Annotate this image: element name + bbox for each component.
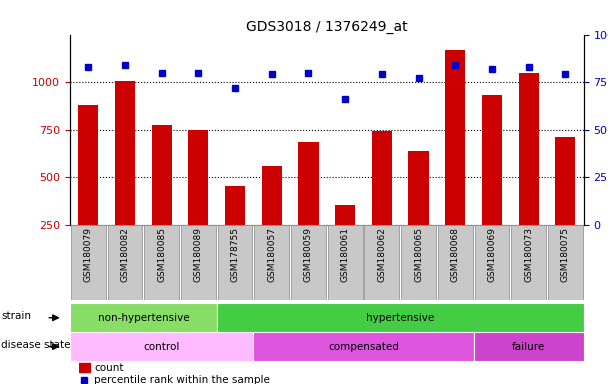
Text: disease state: disease state <box>1 340 71 350</box>
Text: GSM180062: GSM180062 <box>378 227 386 282</box>
Bar <box>254 332 474 361</box>
Text: percentile rank within the sample: percentile rank within the sample <box>94 374 270 384</box>
Text: hypertensive: hypertensive <box>366 313 434 323</box>
Bar <box>181 225 216 300</box>
Text: non-hypertensive: non-hypertensive <box>97 313 189 323</box>
Text: control: control <box>143 341 180 352</box>
Text: compensated: compensated <box>328 341 399 352</box>
Bar <box>70 332 254 361</box>
Bar <box>548 225 582 300</box>
Bar <box>144 225 179 300</box>
Text: GSM180089: GSM180089 <box>194 227 203 282</box>
Bar <box>555 137 575 272</box>
Bar <box>218 225 252 300</box>
Text: GSM180075: GSM180075 <box>561 227 570 282</box>
Title: GDS3018 / 1376249_at: GDS3018 / 1376249_at <box>246 20 407 33</box>
Bar <box>261 166 282 272</box>
Text: GSM180065: GSM180065 <box>414 227 423 282</box>
Bar <box>438 225 472 300</box>
Bar <box>328 225 362 300</box>
Bar <box>108 225 142 300</box>
Bar <box>299 142 319 272</box>
Bar <box>70 303 216 332</box>
Text: GSM180069: GSM180069 <box>488 227 497 282</box>
Bar <box>474 225 510 300</box>
Text: GSM178755: GSM178755 <box>230 227 240 282</box>
Bar <box>482 95 502 272</box>
Bar <box>474 332 584 361</box>
Bar <box>225 186 245 272</box>
Bar <box>445 50 465 272</box>
Text: GSM180059: GSM180059 <box>304 227 313 282</box>
Bar <box>115 81 135 272</box>
Bar <box>511 225 546 300</box>
Bar <box>291 225 326 300</box>
Bar <box>409 151 429 272</box>
Text: GSM180085: GSM180085 <box>157 227 166 282</box>
Bar <box>216 303 584 332</box>
Bar <box>151 125 171 272</box>
Text: GSM180082: GSM180082 <box>120 227 130 282</box>
Text: count: count <box>94 362 123 372</box>
Bar <box>254 225 289 300</box>
Text: failure: failure <box>512 341 545 352</box>
Text: strain: strain <box>1 311 32 321</box>
Bar <box>519 73 539 272</box>
Text: GSM180073: GSM180073 <box>524 227 533 282</box>
Bar <box>335 205 355 272</box>
Bar <box>364 225 399 300</box>
Text: GSM180079: GSM180079 <box>84 227 93 282</box>
Bar <box>188 130 209 272</box>
Text: GSM180057: GSM180057 <box>268 227 276 282</box>
Bar <box>371 131 392 272</box>
Bar <box>78 105 98 272</box>
Text: GSM180068: GSM180068 <box>451 227 460 282</box>
Text: GSM180061: GSM180061 <box>340 227 350 282</box>
Bar <box>79 363 90 372</box>
Bar <box>71 225 106 300</box>
Bar <box>401 225 436 300</box>
